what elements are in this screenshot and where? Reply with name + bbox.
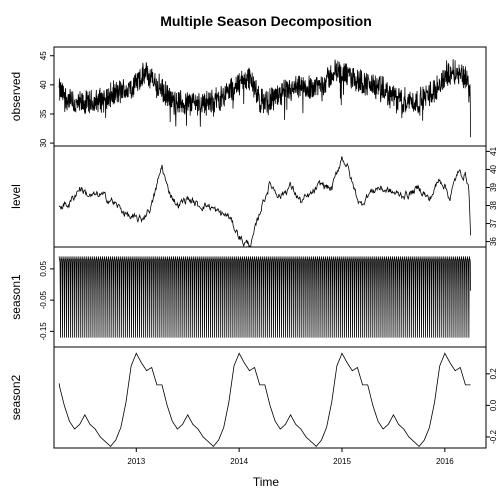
x-tick-label: 2013 bbox=[127, 457, 145, 466]
y-tick-label-level: 37 bbox=[489, 219, 498, 228]
panel-observed: 30 35 40 45 observed bbox=[9, 46, 487, 148]
panel-season1: -0.15 -0.05 0.05 season1 bbox=[9, 246, 487, 348]
y-tick-label-season2: 0.0 bbox=[489, 399, 498, 411]
y-axis-label-level: level bbox=[9, 184, 23, 209]
y-tick-label-season2: -0.2 bbox=[489, 430, 498, 444]
y-axis-label-season2: season2 bbox=[9, 374, 23, 420]
y-tick-label-season1: -0.05 bbox=[39, 290, 48, 309]
series-line-level bbox=[58, 156, 471, 247]
y-axis-label-observed: observed bbox=[9, 72, 23, 121]
panel-frame-level bbox=[53, 145, 487, 248]
panel-season2: -0.2 0.0 0.2 season2 bbox=[9, 346, 498, 449]
y-tick-label-level: 39 bbox=[489, 182, 498, 191]
y-tick-label-season2: 0.2 bbox=[489, 368, 498, 380]
series-line-observed bbox=[58, 59, 471, 138]
y-tick-label-observed: 45 bbox=[39, 51, 48, 60]
panels-group: 30354045observed363738394041level-0.15-0… bbox=[9, 46, 498, 449]
x-axis-label: Time bbox=[253, 475, 280, 489]
chart-title: Multiple Season Decomposition bbox=[160, 13, 372, 29]
panel-level: 36 37 38 39 40 41 level bbox=[9, 145, 498, 248]
y-tick-label-observed: 35 bbox=[39, 109, 48, 118]
y-tick-label-level: 38 bbox=[489, 201, 498, 210]
series-line-season1 bbox=[58, 256, 471, 338]
x-axis: 2013 2014 2015 2016 bbox=[127, 448, 454, 466]
y-tick-label-level: 36 bbox=[489, 237, 498, 246]
y-tick-label-season1: 0.05 bbox=[39, 261, 48, 277]
x-tick-label: 2015 bbox=[333, 457, 351, 466]
x-tick-label: 2014 bbox=[230, 457, 248, 466]
panel-frame-season2 bbox=[53, 346, 487, 449]
y-tick-label-level: 41 bbox=[489, 146, 498, 155]
series-line-season2 bbox=[58, 352, 471, 448]
y-axis-label-season1: season1 bbox=[9, 274, 23, 320]
y-tick-label-level: 40 bbox=[489, 164, 498, 173]
y-tick-label-observed: 30 bbox=[39, 138, 48, 147]
x-tick-label: 2016 bbox=[436, 457, 454, 466]
y-tick-label-observed: 40 bbox=[39, 80, 48, 89]
y-tick-label-season1: -0.15 bbox=[39, 322, 48, 341]
